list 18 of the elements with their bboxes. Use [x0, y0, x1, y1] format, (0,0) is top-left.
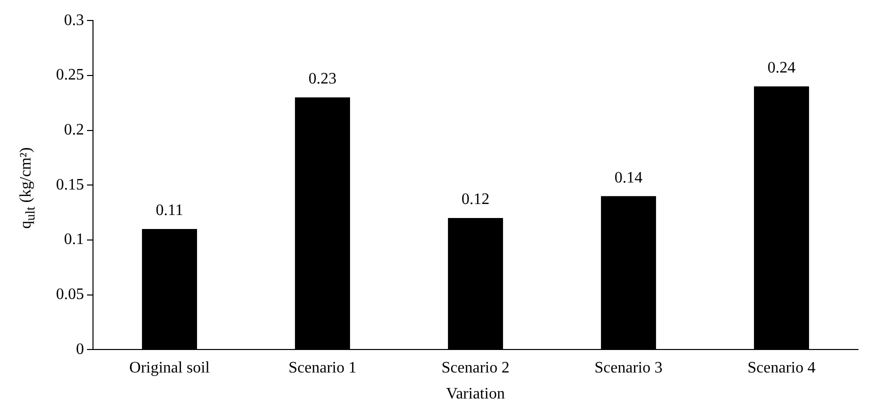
- y-tick-label: 0.1: [64, 231, 84, 248]
- x-tick-label: Scenario 4: [748, 359, 816, 376]
- y-tick-label: 0.25: [56, 66, 84, 84]
- data-label: 0.24: [768, 60, 796, 77]
- y-tick-label: 0.05: [56, 286, 84, 303]
- data-label: 0.14: [614, 169, 642, 186]
- x-tick-label: Scenario 3: [594, 359, 662, 376]
- y-tick-label: 0.2: [64, 121, 84, 138]
- x-tick-label: Scenario 2: [442, 359, 510, 376]
- data-label: 0.11: [156, 202, 184, 220]
- y-tick-label: 0.15: [56, 176, 84, 194]
- data-label: 0.12: [462, 191, 490, 208]
- x-tick-label: Scenario 1: [288, 359, 356, 376]
- data-label: 0.23: [308, 70, 336, 88]
- y-tick-label: 0.3: [64, 12, 84, 29]
- x-tick-label: Original soil: [129, 359, 210, 376]
- y-tick-label: 0: [76, 340, 84, 358]
- x-axis-title: Variation: [446, 386, 505, 403]
